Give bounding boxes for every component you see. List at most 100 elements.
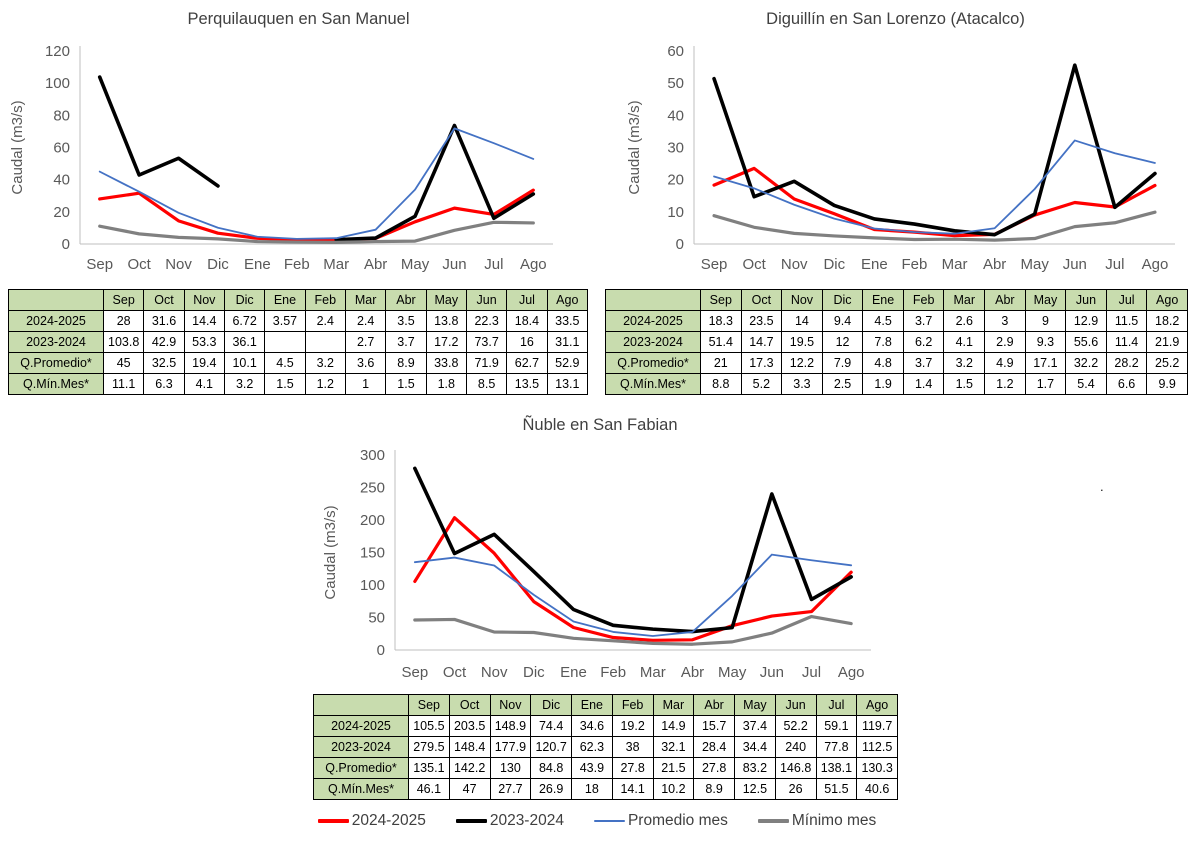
value-cell: 19.5 [781,331,823,353]
value-cell: 51.4 [700,331,742,353]
value-cell: 32.1 [652,736,695,758]
value-cell: 34.6 [571,715,613,737]
month-header-cell: Abr [984,289,1026,311]
stray-dot: . [1100,479,1104,494]
y-tick-label: 150 [360,545,385,562]
value-cell: 38 [611,736,654,758]
value-cell: 9.4 [821,310,864,332]
month-header-cell: Mar [344,289,387,311]
value-cell: 7.9 [821,352,864,374]
month-header-cell: Dic [223,289,266,311]
value-cell: 37.4 [734,715,776,737]
series-line-2023-2024 [413,466,853,634]
month-header-cell: Nov [781,289,823,311]
series-line-2024-2025 [98,188,535,242]
value-cell: 10.1 [223,352,266,374]
row-label-cell: Q.Mín.Mes* [313,778,409,800]
legend-item: 2024-2025 [317,812,426,830]
x-tick-label: Oct [443,664,467,681]
value-cell: 10.2 [652,778,695,800]
series-line-2023-2024 [334,123,536,242]
value-cell: 3.7 [902,352,945,374]
value-cell: 8.9 [385,352,427,374]
value-cell: 1.4 [902,373,945,395]
y-tick-label: 40 [53,172,70,189]
value-cell: 4.8 [862,352,904,374]
table-row: 2024-2025 18.3 23.5 14 9.4 4.5 3.7 2.6 3 9 12.9 11.… [605,310,1188,332]
value-cell: 21.5 [652,757,695,779]
month-header-cell: Ago [856,694,898,716]
value-cell: 1.9 [862,373,904,395]
data-table-perquilauquen: Sep Oct Nov Dic Ene Feb Mar Abr May Jun Jul Ago 2024… [8,289,589,395]
value-cell: 16 [506,331,548,353]
value-cell: 18.3 [700,310,742,332]
value-cell: 14.7 [740,331,783,353]
value-cell: 26.9 [530,778,572,800]
x-tick-label: Sep [401,664,428,681]
month-header-cell: Sep [700,289,742,311]
value-cell: 19.2 [611,715,654,737]
x-tick-label: Oct [127,256,151,273]
month-header-cell: Jun [774,694,817,716]
value-cell: 18 [571,778,613,800]
month-header-cell: Oct [448,694,491,716]
value-cell: 3.2 [943,352,986,374]
value-cell: 62.7 [506,352,548,374]
x-tick-label: Mar [942,256,968,273]
month-header-cell: Ene [862,289,904,311]
value-cell: 17.2 [425,331,467,353]
month-header-cell: Abr [385,289,427,311]
value-cell: 28 [102,310,145,332]
value-cell: 18.2 [1146,310,1188,332]
table-row: Q.Promedio* 21 17.3 12.2 7.9 4.8 3.7 3.2 4.9 17.1… [605,352,1188,374]
value-cell: 14.9 [652,715,695,737]
month-header-cell: Dic [821,289,864,311]
legend-item: Mínimo mes [757,812,876,830]
month-header-cell: Jul [815,694,858,716]
y-tick-label: 50 [667,75,684,92]
value-cell: 2.5 [821,373,864,395]
value-cell: 47 [448,778,491,800]
value-cell: 11.5 [1105,310,1148,332]
legend-line-swatch [757,819,789,823]
month-header-cell: Jun [1065,289,1107,311]
value-cell: 130 [489,757,532,779]
value-cell: 32.2 [1065,352,1107,374]
value-cell: 13.1 [546,373,589,395]
value-cell: 14.1 [611,778,654,800]
y-tick-label: 0 [62,236,70,253]
table-row: Q.Mín.Mes* 46.1 47 27.7 26.9 18 14.1 10.2 8.9 12.… [313,778,898,800]
value-cell: 240 [774,736,817,758]
table-corner-cell [605,289,701,311]
x-tick-label: Mar [640,664,666,681]
x-tick-label: Sep [86,256,113,273]
series-line-2024-2025 [712,166,1157,238]
legend-label: 2024-2025 [351,812,426,829]
x-tick-label: Dic [207,256,229,273]
data-table-nuble: Sep Oct Nov Dic Ene Feb Mar Abr May Jun Jul Ago 2024… [313,694,898,800]
value-cell: 71.9 [465,352,508,374]
table-corner-cell [8,289,104,311]
row-label-cell: 2023-2024 [8,331,104,353]
x-tick-label: Abr [983,256,1006,273]
x-tick-label: Feb [902,256,928,273]
x-tick-label: Jul [1105,256,1124,273]
x-tick-label: Ago [1142,256,1169,273]
value-cell: 51.5 [815,778,858,800]
table-row: Q.Mín.Mes* 8.8 5.2 3.3 2.5 1.9 1.4 1.5 1.2 1.7 5.4… [605,373,1188,395]
value-cell: 22.3 [465,310,508,332]
table-header-row: Sep Oct Nov Dic Ene Feb Mar Abr May Jun Jul Ago [605,289,1188,311]
value-cell: 120.7 [530,736,572,758]
value-cell: 83.2 [734,757,776,779]
value-cell: 17.1 [1024,352,1067,374]
value-cell: 31.1 [546,331,589,353]
value-cell: 112.5 [856,736,898,758]
value-cell: 40.6 [856,778,898,800]
x-tick-label: Nov [481,664,508,681]
row-label-cell: 2023-2024 [605,331,701,353]
value-cell: 177.9 [489,736,532,758]
x-tick-label: Dic [523,664,545,681]
value-cell: 21.9 [1146,331,1188,353]
month-header-cell: Ene [264,289,306,311]
